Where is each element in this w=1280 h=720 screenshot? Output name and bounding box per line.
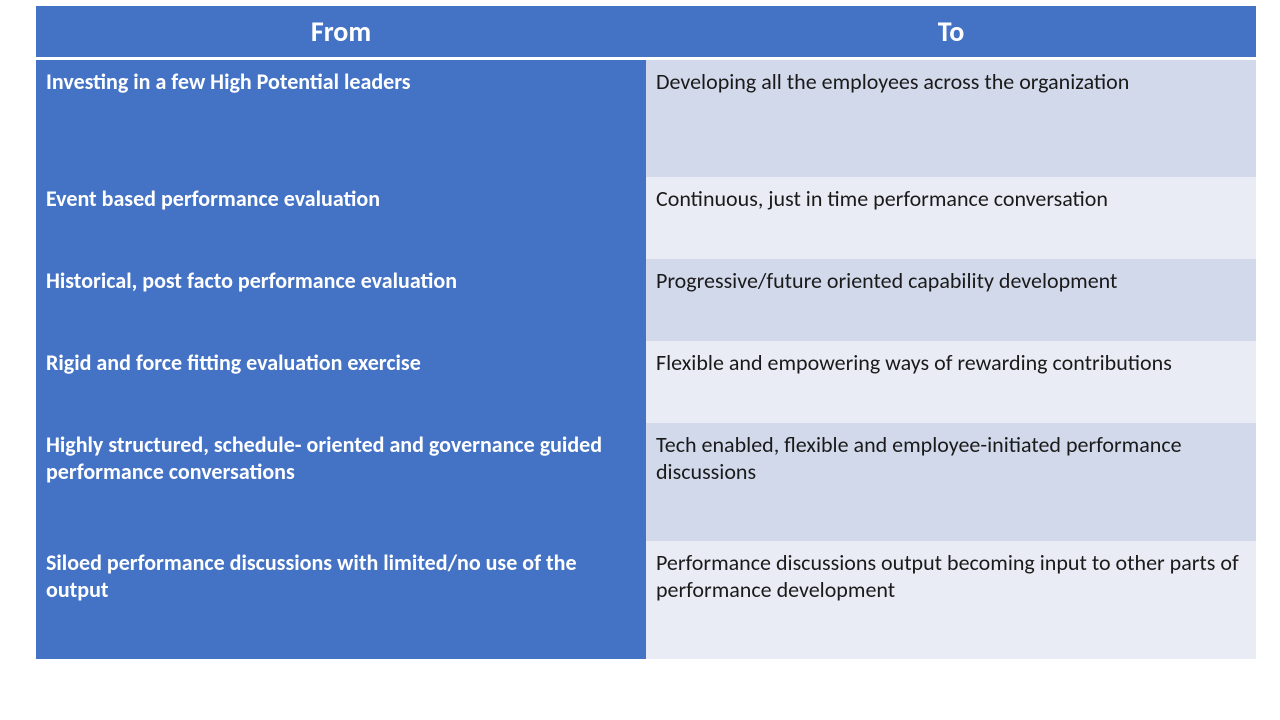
from-cell: Rigid and force fitting evaluation exerc… bbox=[36, 341, 646, 423]
column-header-from: From bbox=[36, 6, 646, 59]
from-cell: Event based performance evaluation bbox=[36, 177, 646, 259]
table-row: Highly structured, schedule- oriented an… bbox=[36, 423, 1256, 541]
to-cell: Continuous, just in time performance con… bbox=[646, 177, 1256, 259]
from-cell: Highly structured, schedule- oriented an… bbox=[36, 423, 646, 541]
to-cell: Tech enabled, flexible and employee-init… bbox=[646, 423, 1256, 541]
column-header-to: To bbox=[646, 6, 1256, 59]
to-cell: Performance discussions output becoming … bbox=[646, 541, 1256, 659]
from-cell: Siloed performance discussions with limi… bbox=[36, 541, 646, 659]
table-row: Historical, post facto performance evalu… bbox=[36, 259, 1256, 341]
from-cell: Historical, post facto performance evalu… bbox=[36, 259, 646, 341]
table-header-row: From To bbox=[36, 6, 1256, 59]
table-row: Rigid and force fitting evaluation exerc… bbox=[36, 341, 1256, 423]
comparison-table: From To Investing in a few High Potentia… bbox=[36, 6, 1256, 659]
to-cell: Progressive/future oriented capability d… bbox=[646, 259, 1256, 341]
table-row: Siloed performance discussions with limi… bbox=[36, 541, 1256, 659]
to-cell: Developing all the employees across the … bbox=[646, 59, 1256, 177]
from-cell: Investing in a few High Potential leader… bbox=[36, 59, 646, 177]
table-row: Investing in a few High Potential leader… bbox=[36, 59, 1256, 177]
table-row: Event based performance evaluation Conti… bbox=[36, 177, 1256, 259]
to-cell: Flexible and empowering ways of rewardin… bbox=[646, 341, 1256, 423]
